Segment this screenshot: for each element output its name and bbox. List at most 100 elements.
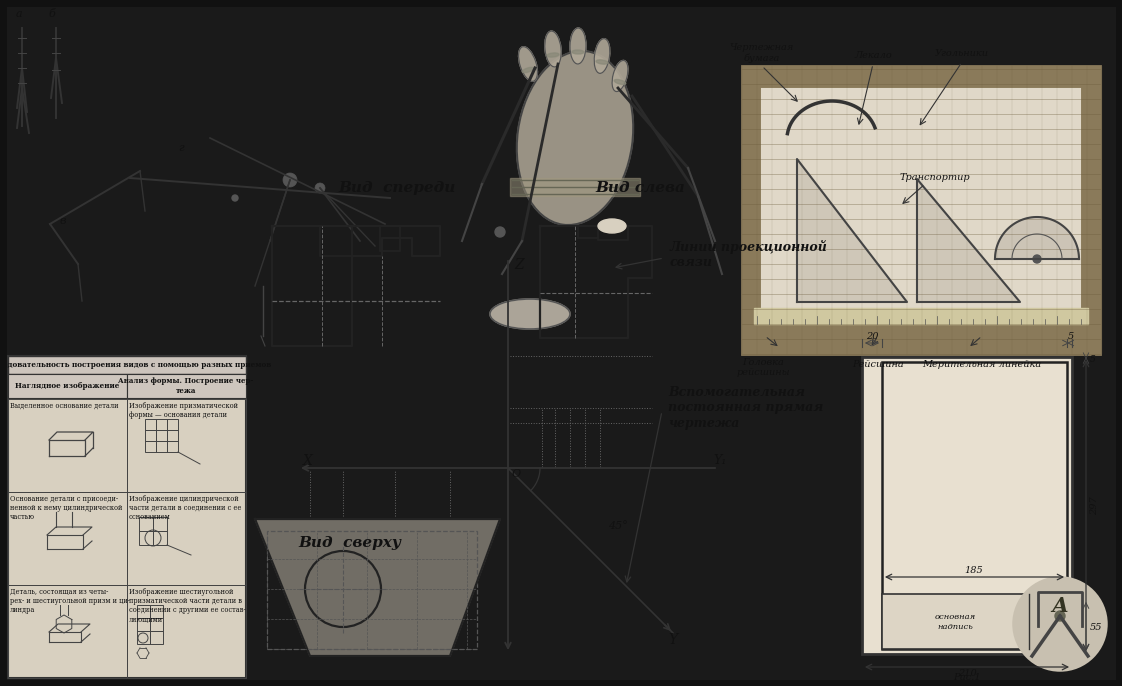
Text: Рейсшина: Рейсшина <box>852 360 904 369</box>
Bar <box>150 605 163 618</box>
Circle shape <box>1033 255 1041 263</box>
Text: 20: 20 <box>866 332 879 341</box>
Ellipse shape <box>570 28 586 64</box>
Bar <box>8 356 246 374</box>
Ellipse shape <box>545 31 561 67</box>
Ellipse shape <box>522 67 534 73</box>
Polygon shape <box>995 217 1079 259</box>
Bar <box>8 492 127 585</box>
Ellipse shape <box>613 60 628 91</box>
Bar <box>742 66 1100 354</box>
Text: 45°: 45° <box>608 521 628 531</box>
Text: А: А <box>1051 596 1068 616</box>
Text: Изображение цилиндрической
части детали в соединении с ее
основанием: Изображение цилиндрической части детали … <box>129 495 241 521</box>
Text: Изображение призматической
формы — основания детали: Изображение призматической формы — основ… <box>129 402 238 419</box>
Text: Вид слева: Вид слева <box>595 181 684 195</box>
Ellipse shape <box>59 613 68 617</box>
Text: в: в <box>59 216 66 226</box>
Text: Y: Y <box>668 633 677 647</box>
Text: 210: 210 <box>957 669 976 678</box>
Text: Чертежная
бумага: Чертежная бумага <box>729 43 794 63</box>
Text: основная
надпись: основная надпись <box>935 613 975 630</box>
Text: Линии проекционной
связи: Линии проекционной связи <box>670 239 828 268</box>
Ellipse shape <box>517 51 633 225</box>
Circle shape <box>232 195 238 201</box>
Circle shape <box>283 173 297 187</box>
Text: 185: 185 <box>965 566 983 575</box>
Text: Y₁: Y₁ <box>712 455 726 467</box>
Bar <box>150 631 163 644</box>
Bar <box>150 618 163 631</box>
Text: X: X <box>303 454 313 468</box>
Bar <box>153 517 167 531</box>
Ellipse shape <box>518 47 537 82</box>
Ellipse shape <box>614 80 626 84</box>
Bar <box>882 362 1067 649</box>
Text: Лекало: Лекало <box>854 51 892 60</box>
Bar <box>137 631 150 644</box>
Text: Анализ формы. Построение чер-
тежа: Анализ формы. Построение чер- тежа <box>119 377 254 394</box>
Bar <box>145 419 156 430</box>
Text: Последовательность построения видов с помощью разных приемов: Последовательность построения видов с по… <box>0 361 272 369</box>
Ellipse shape <box>595 38 610 73</box>
Circle shape <box>1014 578 1106 670</box>
Bar <box>127 399 246 492</box>
Text: Основание детали с присоеди-
ненной к нему цилиндрической
частью: Основание детали с присоеди- ненной к не… <box>10 495 122 521</box>
Bar <box>511 178 640 196</box>
Text: Выделенное основание детали: Выделенное основание детали <box>10 402 119 410</box>
Ellipse shape <box>548 53 559 57</box>
Text: б: б <box>48 9 55 19</box>
Bar <box>156 419 167 430</box>
Bar <box>862 357 1072 654</box>
Ellipse shape <box>598 219 626 233</box>
Bar <box>8 356 246 678</box>
Text: 5: 5 <box>1068 332 1074 341</box>
Text: Вспомогательная
постоянная прямая
чертежа: Вспомогательная постоянная прямая чертеж… <box>668 386 824 429</box>
Circle shape <box>1055 611 1065 621</box>
Text: а: а <box>16 9 22 19</box>
Polygon shape <box>917 179 1020 302</box>
Ellipse shape <box>59 604 68 606</box>
Bar <box>167 430 178 441</box>
Text: Головка
рейсшины: Головка рейсшины <box>736 358 790 377</box>
Polygon shape <box>797 159 907 302</box>
Bar <box>145 441 156 452</box>
Text: Вид  сверху: Вид сверху <box>298 536 401 550</box>
Text: Транспортир: Транспортир <box>900 174 971 182</box>
Bar <box>127 585 246 678</box>
Bar <box>153 531 167 545</box>
Text: O: O <box>512 469 521 479</box>
Ellipse shape <box>56 510 72 514</box>
Ellipse shape <box>596 60 608 64</box>
Text: Z: Z <box>514 258 524 272</box>
Bar <box>167 441 178 452</box>
Text: Изображение шестиугольной
призматической части детали в
соединении с другими ее : Изображение шестиугольной призматической… <box>129 588 246 624</box>
Bar <box>156 430 167 441</box>
Text: 5: 5 <box>1089 355 1096 364</box>
Polygon shape <box>255 519 500 656</box>
Bar <box>8 399 127 492</box>
Text: 297: 297 <box>1089 497 1100 515</box>
Circle shape <box>495 227 505 237</box>
Bar <box>267 531 477 649</box>
Bar <box>139 531 153 545</box>
Bar <box>139 517 153 531</box>
Circle shape <box>315 183 325 193</box>
Bar <box>8 374 127 398</box>
Ellipse shape <box>490 299 570 329</box>
Bar <box>762 89 1080 309</box>
Text: Рис.1: Рис.1 <box>954 672 981 681</box>
Bar <box>127 374 246 398</box>
Text: Деталь, состоящая из четы-
рех- и шестиугольной призм и ци-
линдра: Деталь, состоящая из четы- рех- и шестиу… <box>10 588 130 615</box>
Bar <box>137 605 150 618</box>
Bar <box>882 594 1067 649</box>
Text: 55: 55 <box>1089 622 1103 632</box>
Text: Наглядное изображение: Наглядное изображение <box>15 382 119 390</box>
Text: Мерительная линейка: Мерительная линейка <box>922 360 1041 369</box>
Bar <box>8 585 127 678</box>
Text: г: г <box>178 143 184 153</box>
Text: Вид  спереди: Вид спереди <box>338 181 456 195</box>
Bar <box>156 441 167 452</box>
Bar <box>137 618 150 631</box>
Bar <box>145 430 156 441</box>
